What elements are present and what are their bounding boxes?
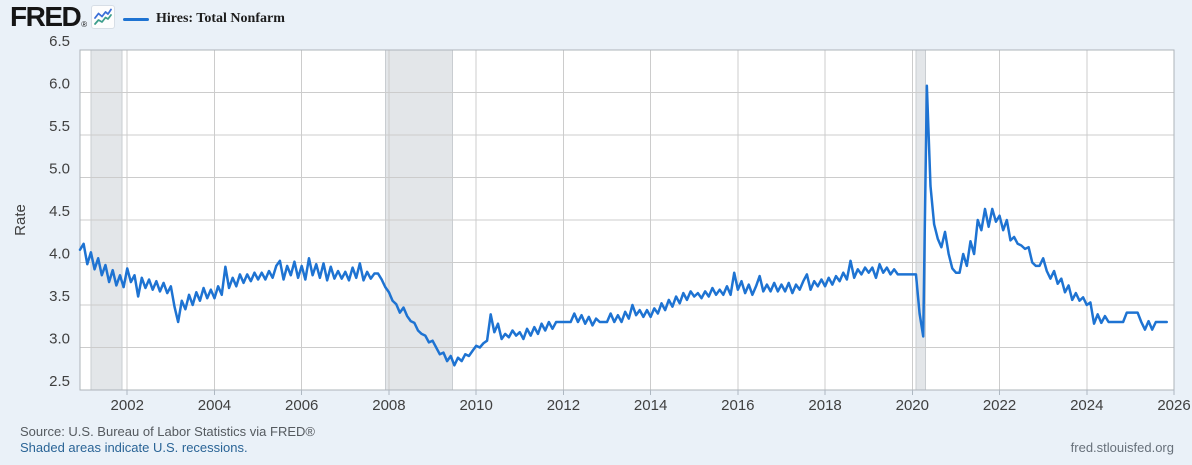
y-tick-label: 6.5 <box>49 33 70 50</box>
legend-series-label: Hires: Total Nonfarm <box>156 11 285 26</box>
y-tick-label: 5.5 <box>49 118 70 135</box>
fred-logo-chart-icon <box>91 5 116 29</box>
y-tick-label: 3.5 <box>49 288 70 305</box>
y-tick-label: 2.5 <box>49 373 70 390</box>
x-tick-label: 2026 <box>1157 397 1190 414</box>
fred-logo-text: FRED <box>10 1 82 32</box>
x-tick-label: 2004 <box>198 397 231 414</box>
recession-shading-note-link[interactable]: Shaded areas indicate U.S. recessions. <box>20 440 248 455</box>
x-tick-label: 2008 <box>372 397 405 414</box>
fred-site-link[interactable]: fred.stlouisfed.org <box>1070 440 1174 455</box>
x-tick-label: 2016 <box>721 397 754 414</box>
source-attribution: Source: U.S. Bureau of Labor Statistics … <box>20 424 315 439</box>
x-tick-label: 2024 <box>1070 397 1103 414</box>
x-tick-label: 2012 <box>547 397 580 414</box>
y-tick-label: 4.5 <box>49 203 70 220</box>
y-axis-labels: 2.5 3.0 3.5 4.0 4.5 5.0 5.5 6.0 6.5 <box>49 33 70 390</box>
y-tick-label: 3.0 <box>49 331 70 348</box>
x-tick-label: 2010 <box>459 397 492 414</box>
y-tick-label: 6.0 <box>49 76 70 93</box>
x-tick-label: 2022 <box>983 397 1016 414</box>
y-tick-label: 5.0 <box>49 161 70 178</box>
x-tick-label: 2020 <box>896 397 929 414</box>
graph-header: FRED ® Hires: Total Nonfarm <box>0 0 1192 34</box>
y-tick-label: 4.0 <box>49 246 70 263</box>
series-line-hires-total-nonfarm[interactable] <box>78 84 1168 367</box>
x-tick-label: 2002 <box>111 397 144 414</box>
x-axis-labels: 2002 2004 2006 2008 2010 2012 2014 2016 2018 2020… <box>111 397 1191 414</box>
plot-border <box>79 49 1175 391</box>
x-tick-label: 2018 <box>808 397 841 414</box>
fred-logo[interactable]: FRED ® <box>10 1 116 32</box>
legend-line-swatch <box>123 17 149 21</box>
chart-legend: Hires: Total Nonfarm <box>123 11 285 27</box>
x-tick-label: 2014 <box>634 397 667 414</box>
registered-trademark: ® <box>81 20 88 29</box>
y-axis-title: Rate <box>12 204 29 236</box>
x-tick-marks <box>126 390 1175 395</box>
x-tick-label: 2006 <box>285 397 318 414</box>
